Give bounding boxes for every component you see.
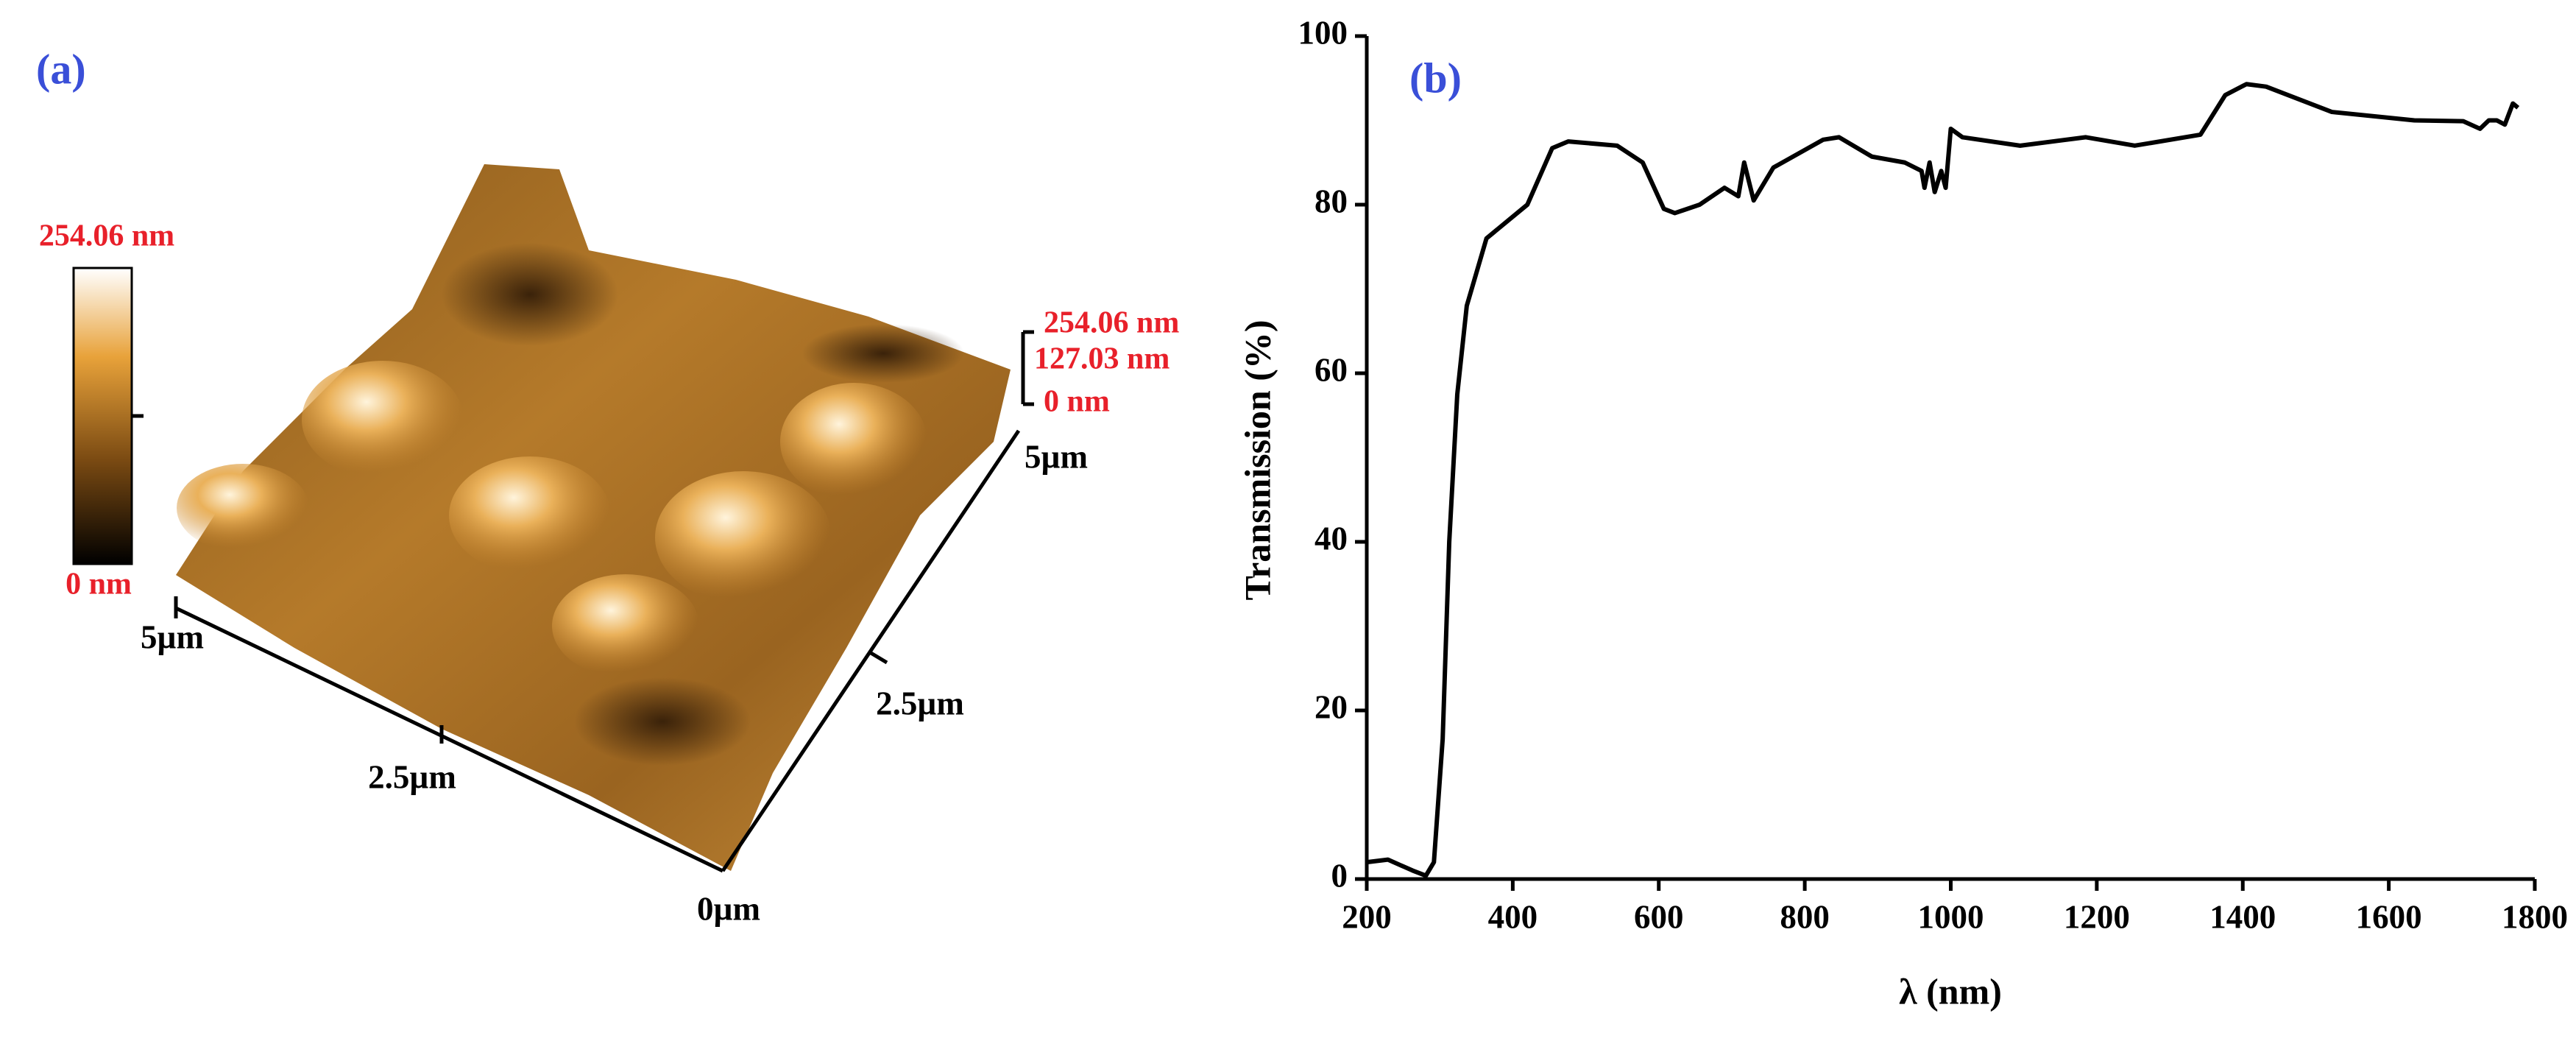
- y-tick-label: 20: [1314, 688, 1348, 725]
- x-tick-label: 1200: [2064, 898, 2130, 935]
- x-tick-label: 1600: [2356, 898, 2422, 935]
- colorbar-min: 0 nm: [66, 568, 132, 601]
- panel-label: (b): [1409, 54, 1462, 102]
- surface-valley: [574, 677, 751, 766]
- colorbar: [72, 267, 133, 565]
- x-axis-line: [174, 606, 724, 873]
- x-tick-label: 600: [1634, 898, 1684, 935]
- surface-peak: [449, 456, 611, 574]
- x-axis-label: 0µm: [697, 890, 760, 927]
- x-tick-label: 1000: [1918, 898, 1984, 935]
- y-tick-label: 100: [1298, 14, 1348, 51]
- surface-peak: [177, 464, 309, 552]
- axis-tick: [867, 649, 888, 665]
- y-tick-label: 80: [1314, 183, 1348, 219]
- x-tick-label: 400: [1488, 898, 1538, 935]
- x-axis-title: λ (nm): [1899, 970, 2002, 1012]
- y-tick-label: 0: [1331, 857, 1348, 894]
- surface-peak: [780, 383, 927, 501]
- panel-label: (a): [36, 45, 86, 93]
- z-axis-label: 254.06 nm: [1044, 306, 1179, 340]
- data-line: [1366, 82, 2520, 878]
- z-axis-label: 127.03 nm: [1034, 342, 1170, 376]
- y-axis-label: 5µm: [1025, 438, 1088, 475]
- y-tick-label: 40: [1314, 520, 1348, 557]
- x-axis-label: 5µm: [141, 618, 204, 655]
- y-axis-title: Transmission (%): [1236, 320, 1278, 600]
- colorbar-max: 254.06 nm: [39, 219, 174, 253]
- x-tick-label: 800: [1780, 898, 1830, 935]
- x-tick-label: 1800: [2502, 898, 2568, 935]
- x-tick-label: 200: [1342, 898, 1392, 935]
- surface-peak: [302, 361, 464, 479]
- z-axis-label: 0 nm: [1044, 385, 1110, 419]
- y-axis-label: 2.5µm: [876, 685, 964, 721]
- surface-peak: [655, 471, 832, 604]
- surface-peak: [552, 574, 699, 677]
- y-tick-label: 60: [1314, 351, 1348, 388]
- x-tick-label: 1400: [2209, 898, 2276, 935]
- x-axis-label: 2.5µm: [368, 758, 456, 795]
- surface-valley: [802, 324, 964, 383]
- surface-valley: [442, 243, 618, 346]
- afm-panel: (a) 254.06 nm 0 nm 5µm 2.5µm 0µm 2.5µm 5…: [36, 45, 1179, 927]
